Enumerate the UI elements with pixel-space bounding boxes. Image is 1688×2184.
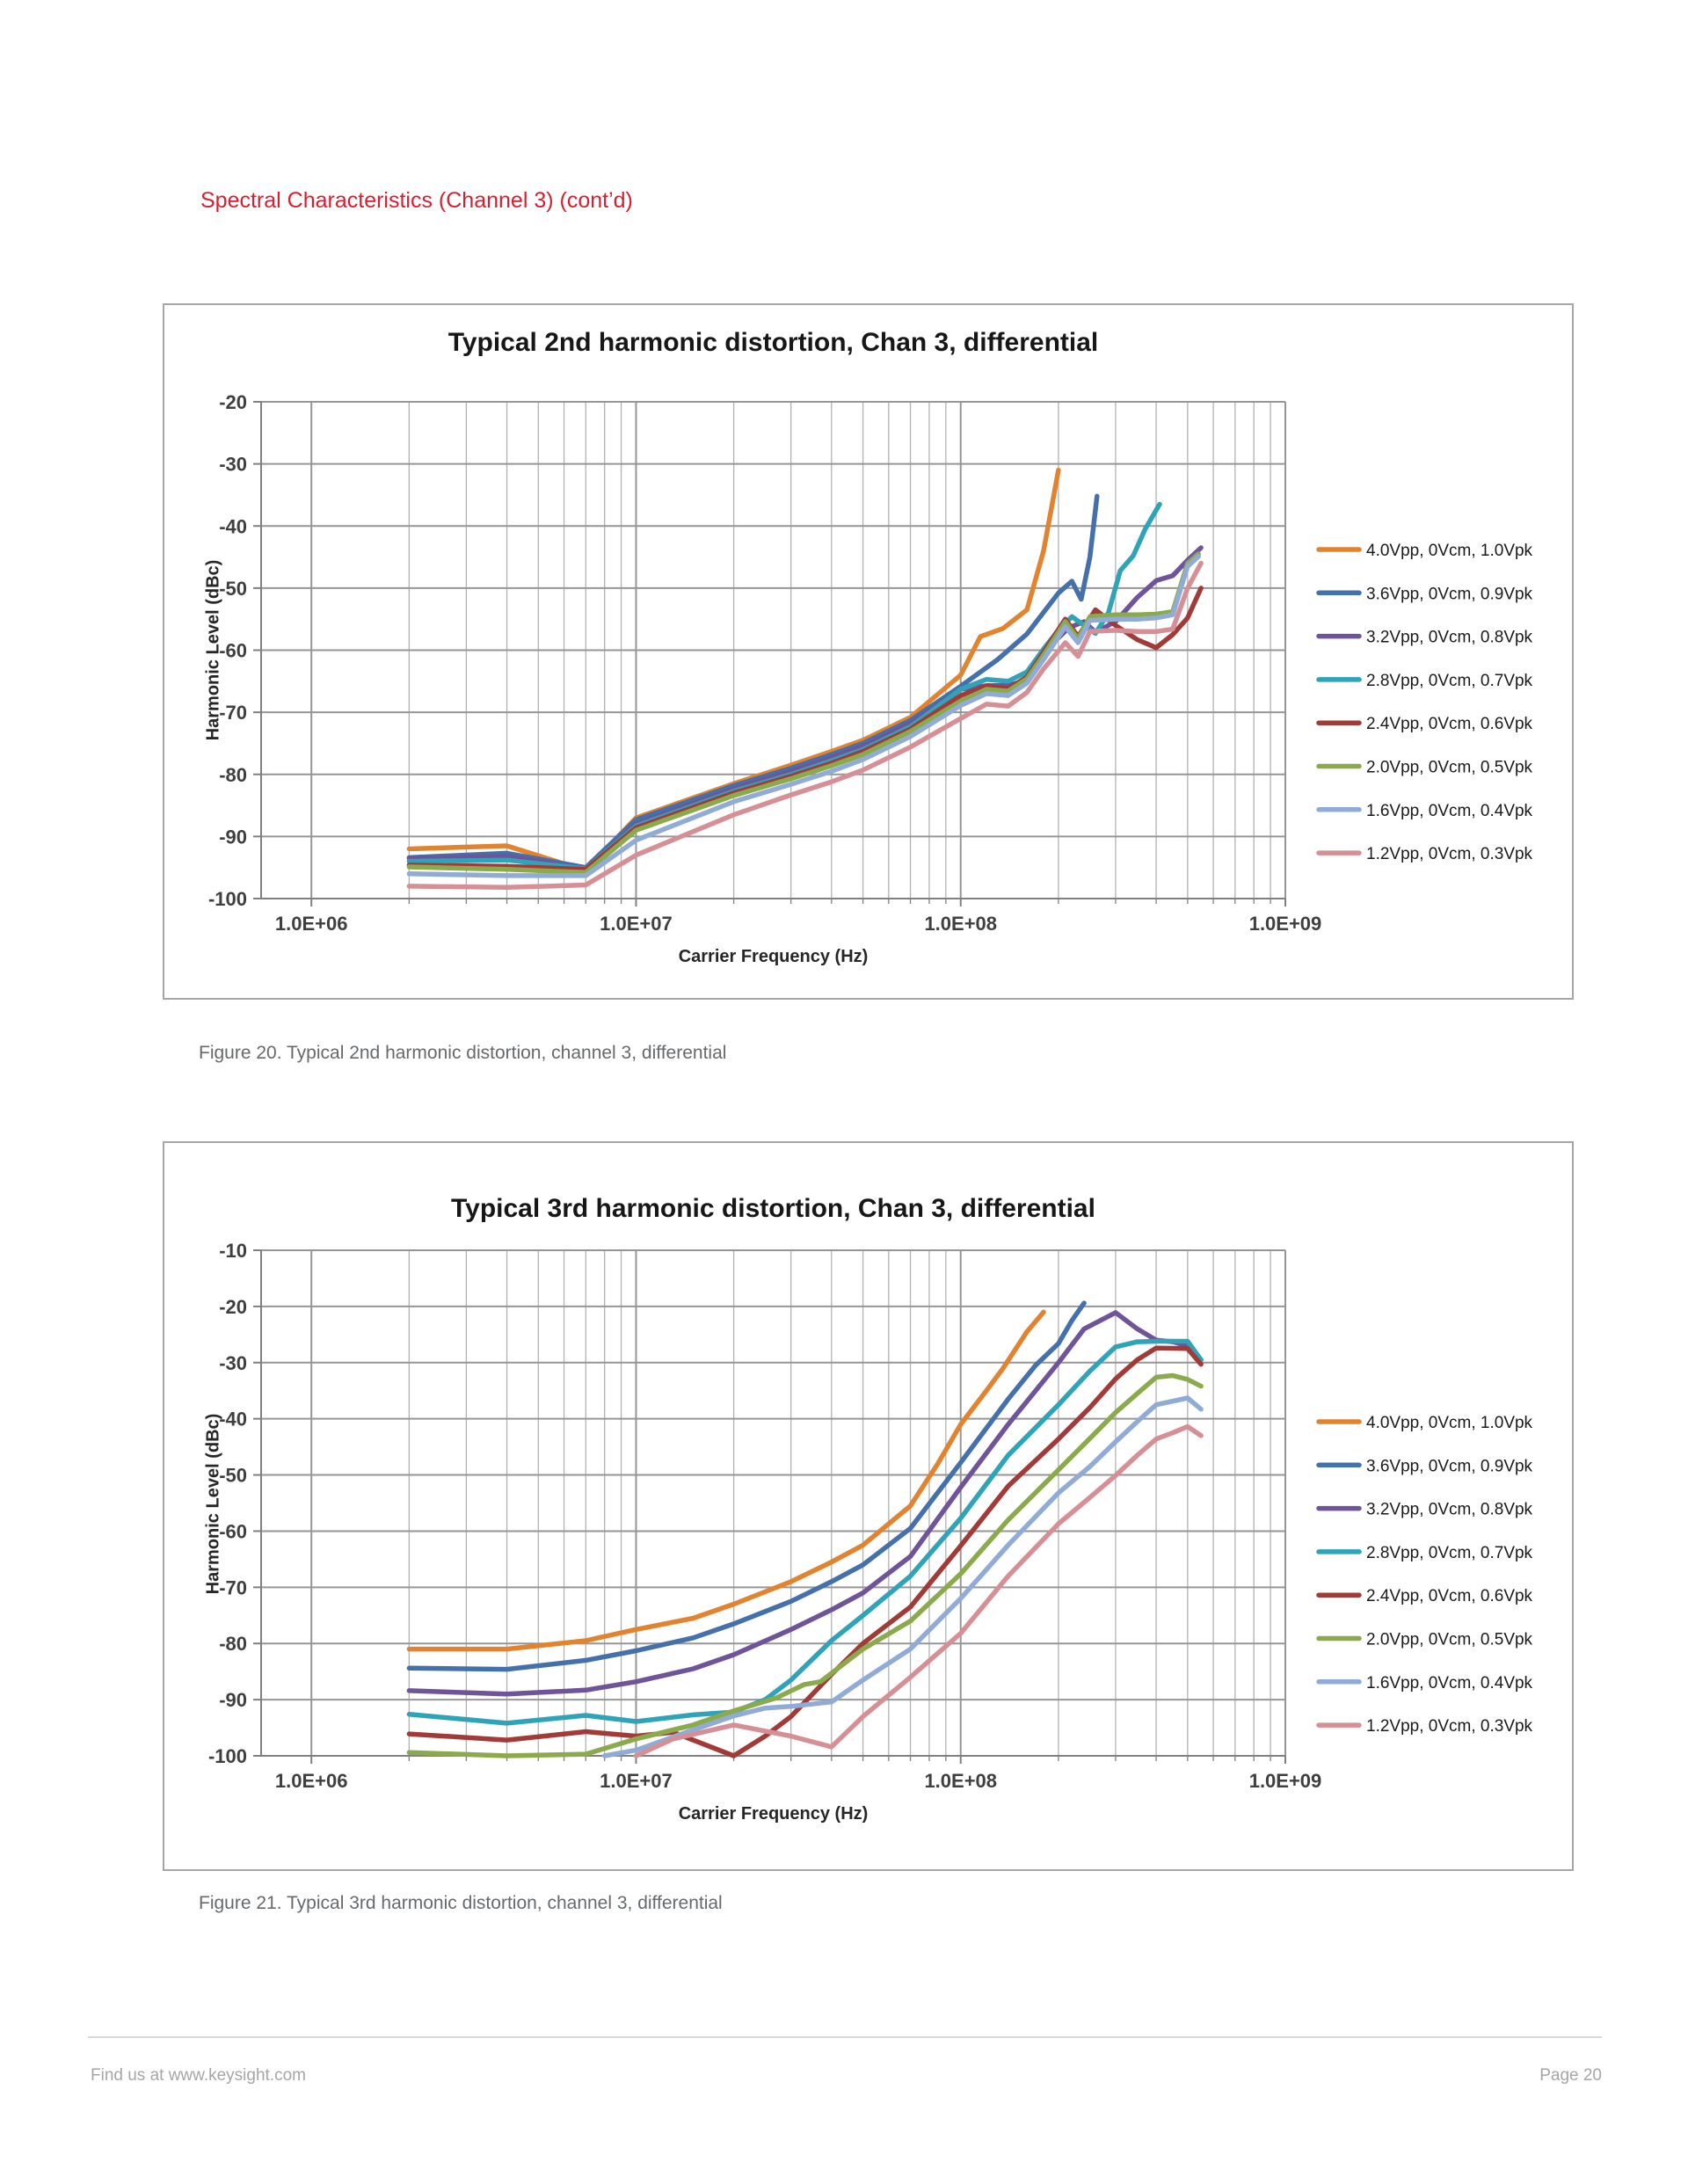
svg-text:1.0E+07: 1.0E+07 xyxy=(600,913,673,935)
svg-text:1.2Vpp, 0Vcm, 0.3Vpk: 1.2Vpp, 0Vcm, 0.3Vpk xyxy=(1366,845,1533,863)
svg-text:-40: -40 xyxy=(219,515,247,537)
chart-title: Typical 3rd harmonic distortion, Chan 3,… xyxy=(451,1194,1095,1223)
x-axis-title: Carrier Frequency (Hz) xyxy=(678,947,869,966)
svg-text:4.0Vpp, 0Vcm, 1.0Vpk: 4.0Vpp, 0Vcm, 1.0Vpk xyxy=(1366,1414,1533,1432)
y-axis-title: Harmonic Level (dBc) xyxy=(203,559,223,741)
svg-text:3.6Vpp, 0Vcm, 0.9Vpk: 3.6Vpp, 0Vcm, 0.9Vpk xyxy=(1366,585,1533,603)
figure-21-chart: -100 -90 -80 -70 -60 -50 -40 -30 -20 -10 1.0E+06 1.… xyxy=(163,1141,1574,1871)
svg-text:-20: -20 xyxy=(219,391,247,413)
svg-text:-60: -60 xyxy=(219,1520,247,1542)
svg-text:1.0E+08: 1.0E+08 xyxy=(924,1770,997,1792)
footer-divider xyxy=(88,2036,1602,2038)
svg-text:-90: -90 xyxy=(219,826,247,848)
svg-text:2.8Vpp, 0Vcm, 0.7Vpk: 2.8Vpp, 0Vcm, 0.7Vpk xyxy=(1366,1544,1533,1562)
svg-text:1.0E+06: 1.0E+06 xyxy=(275,913,348,935)
svg-text:4.0Vpp, 0Vcm, 1.0Vpk: 4.0Vpp, 0Vcm, 1.0Vpk xyxy=(1366,542,1533,560)
svg-text:1.0E+06: 1.0E+06 xyxy=(275,1770,348,1792)
footer-website-text: Find us at www.keysight.com xyxy=(91,2066,306,2085)
svg-text:2.8Vpp, 0Vcm, 0.7Vpk: 2.8Vpp, 0Vcm, 0.7Vpk xyxy=(1366,672,1533,690)
svg-text:3.2Vpp, 0Vcm, 0.8Vpk: 3.2Vpp, 0Vcm, 0.8Vpk xyxy=(1366,1501,1533,1519)
svg-text:2.0Vpp, 0Vcm, 0.5Vpk: 2.0Vpp, 0Vcm, 0.5Vpk xyxy=(1366,1631,1533,1649)
svg-text:-10: -10 xyxy=(219,1240,247,1262)
svg-text:1.6Vpp, 0Vcm, 0.4Vpk: 1.6Vpp, 0Vcm, 0.4Vpk xyxy=(1366,802,1533,820)
footer-page-number: Page 20 xyxy=(1539,2066,1602,2085)
svg-text:1.0E+08: 1.0E+08 xyxy=(924,913,997,935)
chart-title: Typical 2nd harmonic distortion, Chan 3,… xyxy=(447,328,1099,357)
svg-text:-60: -60 xyxy=(219,640,247,662)
svg-text:-20: -20 xyxy=(219,1296,247,1318)
svg-text:-100: -100 xyxy=(208,1745,247,1767)
figure-20-chart: -100 -90 -80 -70 -60 -50 -40 -30 -20 1.0E+06 1.0E+… xyxy=(163,303,1574,1000)
svg-text:-90: -90 xyxy=(219,1689,247,1711)
svg-text:1.6Vpp, 0Vcm, 0.4Vpk: 1.6Vpp, 0Vcm, 0.4Vpk xyxy=(1366,1674,1533,1693)
svg-text:2.0Vpp, 0Vcm, 0.5Vpk: 2.0Vpp, 0Vcm, 0.5Vpk xyxy=(1366,759,1533,777)
svg-text:-30: -30 xyxy=(219,1352,247,1374)
svg-text:-80: -80 xyxy=(219,1633,247,1655)
figure-21-caption: Figure 21. Typical 3rd harmonic distorti… xyxy=(199,1893,723,1913)
svg-text:-70: -70 xyxy=(219,1576,247,1598)
svg-text:1.0E+09: 1.0E+09 xyxy=(1249,913,1322,935)
svg-text:3.2Vpp, 0Vcm, 0.8Vpk: 3.2Vpp, 0Vcm, 0.8Vpk xyxy=(1366,629,1533,647)
svg-text:-80: -80 xyxy=(219,764,247,786)
figure-20-caption: Figure 20. Typical 2nd harmonic distorti… xyxy=(199,1043,727,1063)
svg-text:2.4Vpp, 0Vcm, 0.6Vpk: 2.4Vpp, 0Vcm, 0.6Vpk xyxy=(1366,715,1533,733)
harmonic-3rd-plot: -100 -90 -80 -70 -60 -50 -40 -30 -20 -10 1.0E+06 1.… xyxy=(208,1240,1533,1792)
page-heading: Spectral Characteristics (Channel 3) (co… xyxy=(200,188,633,213)
svg-text:1.2Vpp, 0Vcm, 0.3Vpk: 1.2Vpp, 0Vcm, 0.3Vpk xyxy=(1366,1717,1533,1736)
x-axis-title: Carrier Frequency (Hz) xyxy=(678,1804,869,1824)
svg-text:-40: -40 xyxy=(219,1409,247,1431)
svg-text:1.0E+07: 1.0E+07 xyxy=(600,1770,673,1792)
svg-text:-100: -100 xyxy=(208,888,247,910)
svg-text:-30: -30 xyxy=(219,454,247,476)
svg-text:-50: -50 xyxy=(219,1465,247,1487)
harmonic-2nd-plot: -100 -90 -80 -70 -60 -50 -40 -30 -20 1.0E+06 1.0E+… xyxy=(208,391,1533,935)
svg-text:1.0E+09: 1.0E+09 xyxy=(1249,1770,1322,1792)
svg-text:2.4Vpp, 0Vcm, 0.6Vpk: 2.4Vpp, 0Vcm, 0.6Vpk xyxy=(1366,1587,1533,1605)
svg-text:-70: -70 xyxy=(219,702,247,724)
svg-text:3.6Vpp, 0Vcm, 0.9Vpk: 3.6Vpp, 0Vcm, 0.9Vpk xyxy=(1366,1457,1533,1475)
y-axis-title: Harmonic Level (dBc) xyxy=(203,1413,223,1595)
svg-text:-50: -50 xyxy=(219,578,247,600)
